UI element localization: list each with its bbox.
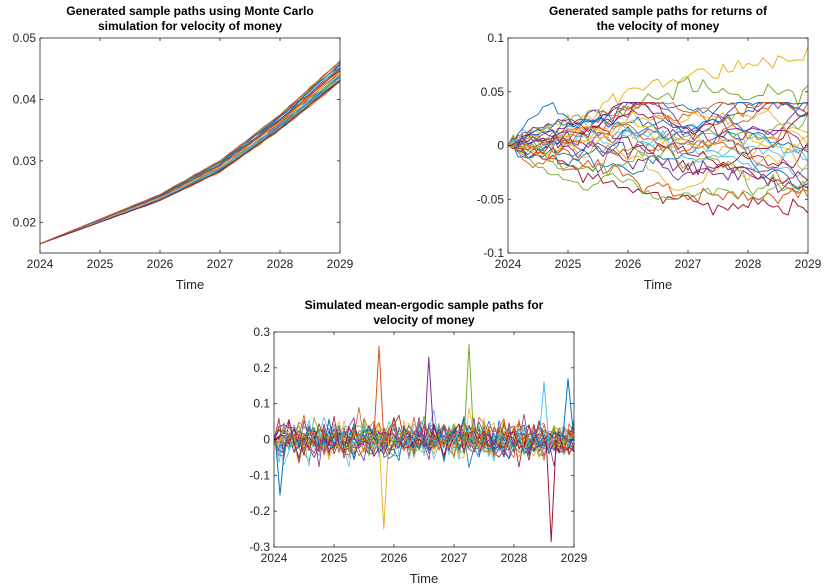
series-line: [378, 433, 390, 530]
series-line: [507, 102, 809, 169]
series-line: [507, 119, 809, 150]
y-tick-label: 0.1: [487, 31, 504, 45]
y-tick-label: 0.05: [481, 85, 505, 99]
series-line: [507, 102, 809, 159]
x-tick-label: 2028: [501, 551, 528, 565]
x-axis-label: Time: [644, 277, 672, 292]
x-tick-label: 2027: [207, 257, 234, 271]
x-tick-label: 2024: [27, 257, 54, 271]
x-tick-label: 2027: [441, 551, 468, 565]
series-line: [39, 75, 341, 245]
series-line: [545, 439, 557, 543]
chart-title-line-1: Simulated mean-ergodic sample paths for: [305, 298, 544, 312]
y-tick-label: 0.02: [13, 215, 37, 229]
y-tick-label: -0.1: [249, 468, 270, 482]
series-line: [463, 344, 475, 449]
x-axis-label: Time: [410, 571, 438, 586]
x-tick-label: 2026: [381, 551, 408, 565]
x-tick-label: 2028: [267, 257, 294, 271]
x-tick-label: 2026: [615, 257, 642, 271]
x-tick-label: 2024: [261, 551, 288, 565]
y-tick-label: 0.03: [13, 154, 37, 168]
series-line: [507, 102, 809, 146]
series-lines: [39, 60, 341, 245]
y-tick-label: 0.04: [13, 92, 37, 106]
series-line: [507, 76, 809, 146]
x-tick-label: 2025: [555, 257, 582, 271]
series-line: [273, 419, 575, 460]
series-line: [507, 109, 809, 185]
y-tick-label: 0.1: [253, 397, 270, 411]
series-line: [39, 80, 341, 245]
tick-marks: 2024 2025 2026 2027 2028 2029 -0.3 -0.2 -0.1 0 0.1…: [249, 325, 587, 565]
series-line: [274, 434, 286, 496]
y-tick-label: 0: [263, 433, 270, 447]
chart-title-line-2: the velocity of money: [597, 19, 720, 33]
y-tick-label: 0.3: [253, 325, 270, 339]
axes-box: [39, 37, 341, 254]
y-tick-label: 0.05: [13, 31, 37, 45]
panel-returns-paths: Generated sample paths for returns of th…: [477, 4, 822, 292]
chart-title-line-1: Generated sample paths using Monte Carlo: [66, 4, 313, 18]
x-tick-label: 2025: [87, 257, 114, 271]
series-line: [507, 145, 809, 200]
series-line: [507, 113, 809, 153]
y-tick-label: -0.3: [249, 540, 270, 554]
x-tick-label: 2027: [675, 257, 702, 271]
chart-title-line-1: Generated sample paths for returns of: [549, 4, 768, 18]
y-tick-label: 0: [497, 139, 504, 153]
series-line: [39, 60, 341, 245]
series-line: [507, 102, 809, 150]
series-line: [507, 109, 809, 163]
x-tick-label: 2029: [327, 257, 354, 271]
series-line: [562, 378, 574, 437]
x-tick-label: 2024: [495, 257, 522, 271]
x-axis-label: Time: [176, 277, 204, 292]
series-line: [507, 119, 809, 163]
series-lines: [507, 46, 809, 216]
y-tick-label: -0.2: [249, 504, 270, 518]
x-tick-label: 2028: [735, 257, 762, 271]
panel-velocity-paths: Generated sample paths using Monte Carlo…: [13, 4, 354, 292]
series-line: [273, 409, 575, 467]
x-tick-label: 2026: [147, 257, 174, 271]
series-line: [507, 46, 809, 152]
y-tick-label: -0.1: [483, 246, 504, 260]
x-tick-label: 2029: [561, 551, 588, 565]
series-line: [39, 72, 341, 245]
series-line: [507, 130, 809, 190]
series-line: [507, 112, 809, 157]
series-line: [538, 381, 550, 444]
plot-area: [40, 38, 340, 253]
tick-marks: 2024 2025 2026 2027 2028 2029 -0.1 -0.05 0 0.05 0.…: [477, 31, 822, 271]
y-tick-label: -0.05: [477, 192, 505, 206]
series-line: [423, 356, 435, 447]
panel-mean-ergodic-paths: Simulated mean-ergodic sample paths for …: [249, 298, 587, 586]
series-line: [507, 129, 809, 188]
chart-title-line-2: simulation for velocity of money: [98, 19, 282, 33]
series-line: [273, 418, 575, 458]
x-tick-label: 2029: [795, 257, 822, 271]
series-lines: [273, 344, 575, 543]
series-line: [508, 136, 809, 191]
x-tick-label: 2025: [321, 551, 348, 565]
tick-marks: 2024 2025 2026 2027 2028 2029 0.02 0.03 0.04 0.05: [13, 31, 354, 271]
chart-title-line-2: velocity of money: [373, 313, 475, 327]
y-tick-label: 0.2: [253, 361, 270, 375]
series-line: [373, 345, 385, 445]
